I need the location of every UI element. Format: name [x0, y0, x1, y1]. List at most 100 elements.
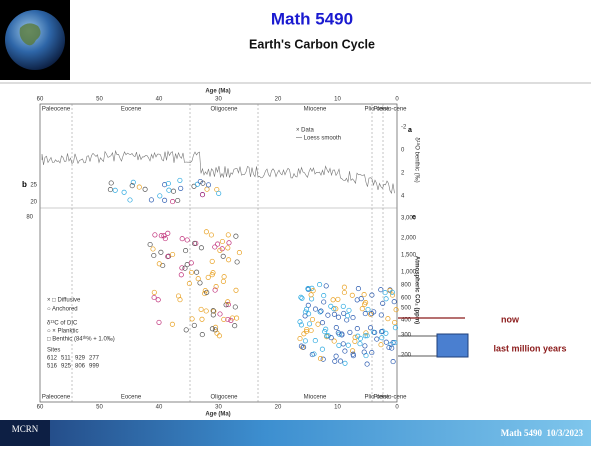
figure-marker [233, 305, 237, 309]
figure-marker [227, 241, 231, 245]
figure-marker [167, 188, 171, 192]
figure-marker [196, 277, 200, 281]
figure-marker [235, 260, 239, 264]
x-tick-label: 40 [156, 97, 163, 103]
figure-marker [337, 343, 341, 347]
figure-marker [309, 328, 313, 332]
x-axis-label: Age (Ma) [205, 89, 230, 95]
figure-marker [331, 298, 335, 302]
y-tick-label: 2 [401, 171, 405, 177]
figure-marker [156, 298, 160, 302]
figure-marker [363, 344, 367, 348]
figure: Age (Ma) Age (Ma) a b e × Data — Loess s… [22, 89, 420, 418]
figure-marker [220, 239, 224, 243]
figure-marker [152, 295, 156, 299]
figure-marker [209, 233, 213, 237]
epoch-label: Eocene [121, 395, 142, 401]
range-box [437, 334, 468, 357]
figure-marker [206, 275, 210, 279]
figure-marker [108, 187, 112, 191]
figure-marker [199, 246, 203, 250]
y-tick-label: 3,000 [401, 216, 417, 222]
figure-marker [381, 301, 385, 305]
figure-marker [368, 326, 372, 330]
figure-marker [122, 190, 126, 194]
annotation: now [501, 314, 520, 324]
figure-marker [222, 317, 226, 321]
y-axis-label: Atmospheric CO₂ (ppm) [413, 256, 419, 324]
figure-marker [345, 318, 349, 322]
figure-marker [394, 308, 398, 312]
figure-marker [353, 335, 357, 339]
figure-marker [213, 245, 217, 249]
site-label: 277 [89, 356, 100, 362]
figure-marker [210, 259, 214, 263]
x-tick-label: 20 [275, 97, 282, 103]
figure-marker [338, 359, 342, 363]
figure-marker [336, 297, 340, 301]
logo: MCRN [12, 424, 39, 434]
figure-marker [342, 285, 346, 289]
figure-trace [42, 151, 395, 193]
figure-marker [179, 186, 183, 190]
figure-marker [358, 342, 362, 346]
figure-marker [190, 317, 194, 321]
figure-marker [379, 343, 383, 347]
figure-marker [226, 246, 230, 250]
epoch-label: Oligocene [210, 395, 238, 401]
site-label: 999 [89, 364, 100, 370]
epoch-label: Eocene [121, 107, 142, 113]
site-label: 516 [47, 364, 58, 370]
figure-marker [355, 326, 359, 330]
figure-marker [183, 248, 187, 252]
figure-marker [303, 339, 307, 343]
figure-marker [332, 312, 336, 316]
x-axis-label: Age (Ma) [205, 412, 230, 418]
figure-marker [234, 316, 238, 320]
figure-marker [333, 359, 337, 363]
figure-marker [170, 252, 174, 256]
figure-marker [179, 273, 183, 277]
figure-marker [187, 281, 191, 285]
figure-marker [300, 296, 304, 300]
x-tick-label: 10 [334, 405, 341, 411]
figure-marker [324, 284, 328, 288]
figure-marker [217, 191, 221, 195]
figure-marker [148, 242, 152, 246]
figure-marker [320, 347, 324, 351]
figure-marker [341, 304, 345, 308]
figure-marker [180, 237, 184, 241]
figure-marker [170, 322, 174, 326]
epoch-label: Oligocene [210, 107, 238, 113]
figure-marker [234, 288, 238, 292]
y-tick-label: 4 [401, 194, 405, 200]
x-tick-label: 20 [275, 405, 282, 411]
y-tick-label: 1,000 [401, 270, 417, 276]
figure-marker [234, 234, 238, 238]
figure-marker [151, 247, 155, 251]
x-tick-label: 0 [395, 405, 399, 411]
figure-marker [298, 336, 302, 340]
site-label: 925 [61, 364, 72, 370]
figure-marker [391, 359, 395, 363]
figure-marker [318, 356, 322, 360]
figure-marker [316, 322, 320, 326]
figure-marker [113, 188, 117, 192]
x-tick-label: 10 [334, 97, 341, 103]
x-tick-label: 0 [395, 97, 399, 103]
figure-marker [363, 311, 367, 315]
figure-marker [226, 317, 230, 321]
slide: Math 5490 Earth's Carbon Cycle Age (Ma) … [0, 0, 591, 446]
figure-marker [355, 298, 359, 302]
figure-marker [221, 254, 225, 258]
legend-text: ○ × Planktic [47, 329, 78, 335]
legend-text: — Loess smooth [296, 136, 341, 142]
figure-marker [375, 337, 379, 341]
figure-marker [362, 350, 366, 354]
figure-marker [350, 293, 354, 297]
site-label: 929 [75, 356, 86, 362]
figure-marker [383, 290, 387, 294]
footer-text: Math 5490 10/3/2023 [501, 428, 584, 438]
figure-marker [171, 189, 175, 193]
y-tick-label: 2,000 [401, 236, 417, 242]
